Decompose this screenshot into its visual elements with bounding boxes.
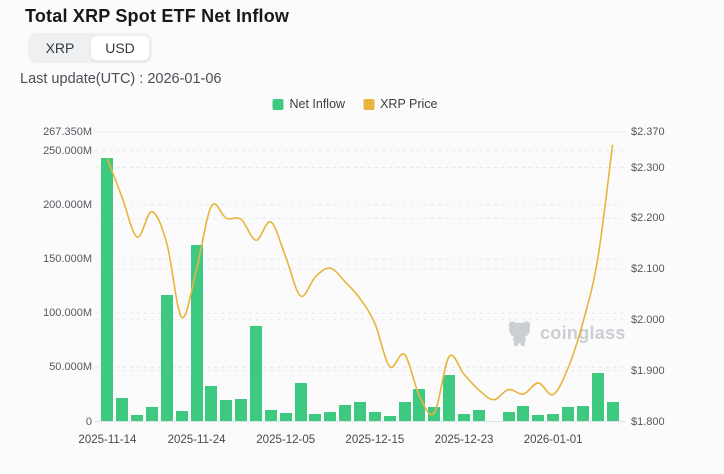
left-axis-tick: 100.000M [43, 307, 92, 320]
net-inflow-bar [472, 409, 485, 422]
net-inflow-bar [547, 413, 560, 422]
net-inflow-bar [116, 397, 129, 422]
net-inflow-bar [294, 382, 307, 422]
left-axis-tick: 200.000M [43, 198, 92, 211]
toggle-option-xrp[interactable]: XRP [30, 35, 90, 61]
net-inflow-bar [562, 407, 574, 422]
left-axis-tick: 50.000M [49, 361, 92, 374]
chart-legend: Net Inflow XRP Price [272, 97, 438, 111]
x-axis-tick: 2025-12-15 [345, 434, 405, 446]
legend-item-1[interactable]: XRP Price [363, 97, 438, 111]
left-axis-tick: 0 [85, 415, 92, 428]
coinglass-watermark: coinglass [506, 320, 626, 347]
net-inflow-bar [339, 405, 352, 422]
net-inflow-bar [606, 402, 619, 422]
last-update-label: Last update(UTC) : 2026-01-06 [20, 71, 222, 87]
right-axis-tick: $2.370 [631, 126, 665, 138]
legend-label: Net Inflow [289, 97, 346, 111]
currency-toggle: XRP USD [28, 33, 152, 63]
right-axis-tick: $2.300 [631, 161, 665, 174]
right-axis-tick: $2.000 [631, 313, 665, 326]
net-inflow-bar [235, 398, 248, 422]
net-inflow-bar [576, 406, 589, 422]
net-inflow-bar [205, 385, 218, 422]
net-inflow-bar [517, 406, 530, 422]
net-inflow-bar [383, 416, 396, 422]
legend-label: XRP Price [380, 97, 438, 111]
net-inflow-bar [532, 415, 545, 422]
page-title: Total XRP Spot ETF Net Inflow [25, 6, 290, 26]
net-inflow-bar [413, 389, 426, 422]
coinglass-watermark-text: coinglass [540, 323, 626, 343]
x-axis-tick: 2025-11-14 [78, 434, 137, 446]
right-axis-tick: $1.900 [631, 364, 665, 377]
toggle-option-usd[interactable]: USD [90, 35, 150, 61]
net-inflow-bar [264, 409, 277, 422]
net-inflow-bar [324, 411, 337, 422]
net-inflow-bar [443, 374, 456, 422]
left-axis-tick: 250.000M [43, 144, 92, 157]
right-axis-tick: $2.100 [631, 263, 665, 276]
x-axis-tick: 2025-12-23 [434, 434, 494, 446]
net-inflow-bar [220, 399, 233, 422]
net-inflow-bar [160, 294, 173, 422]
net-inflow-bar [502, 411, 515, 422]
right-axis-tick: $1.800 [631, 415, 665, 428]
x-axis-tick: 2026-01-01 [523, 434, 583, 446]
legend-item-0[interactable]: Net Inflow [272, 97, 345, 111]
net-inflow-bar [428, 407, 441, 422]
net-inflow-bar [146, 407, 158, 422]
net-inflow-bar [591, 372, 604, 422]
net-inflow-bar [309, 413, 322, 422]
coinglass-bear-icon [508, 321, 531, 347]
net-inflow-bar [354, 402, 366, 422]
net-inflow-bar [250, 326, 262, 422]
net-inflow-bar [458, 413, 470, 422]
left-axis-tick: 150.000M [43, 253, 92, 266]
left-axis-tick: 267.350M [43, 126, 92, 138]
right-axis-tick: $2.200 [631, 212, 665, 225]
net-inflow-bar [101, 158, 114, 422]
legend-swatch [272, 98, 284, 110]
net-inflow-bar [398, 402, 411, 422]
net-inflow-bar [368, 411, 381, 422]
net-inflow-bar [279, 412, 292, 422]
net-inflow-bar [175, 410, 188, 422]
legend-swatch [363, 98, 375, 110]
net-inflow-bar [190, 244, 203, 422]
x-axis-tick: 2025-11-24 [167, 434, 226, 446]
net-inflow-bar [131, 415, 144, 422]
x-axis-tick: 2025-12-05 [256, 434, 316, 446]
